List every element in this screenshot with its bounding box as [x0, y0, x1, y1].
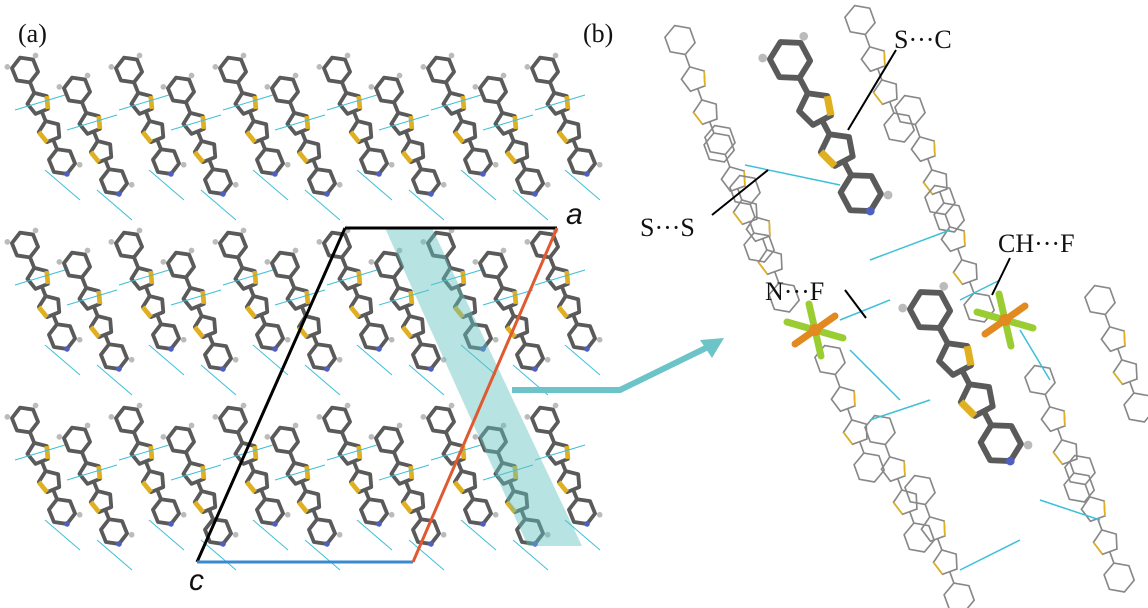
molecule: [315, 401, 397, 533]
molecule: [471, 71, 553, 203]
contact: [431, 95, 481, 110]
molecule: [902, 471, 976, 608]
contact: [431, 445, 481, 460]
molecule: [662, 21, 736, 166]
contact: [67, 290, 117, 305]
molecule: [159, 246, 241, 378]
contact: [745, 165, 840, 185]
contact: [67, 465, 117, 480]
contact: [171, 465, 221, 480]
contact: [119, 445, 169, 460]
contact: [171, 290, 221, 305]
molecule: [55, 71, 137, 203]
molecule: [263, 246, 345, 378]
contact: [275, 115, 325, 130]
panel-label: (b): [583, 19, 613, 48]
contact: [535, 445, 585, 460]
contact: [327, 270, 377, 285]
molecule: [367, 71, 449, 203]
molecule: [263, 71, 345, 203]
molecule: [315, 51, 397, 183]
molecule: [523, 226, 605, 358]
contact: [327, 95, 377, 110]
interaction-label: N···F: [765, 277, 824, 306]
molecule: [756, 29, 897, 228]
molecule: [263, 421, 345, 553]
molecule: [842, 1, 916, 146]
axis-label: a: [566, 198, 583, 231]
interaction-label: S···C: [894, 25, 952, 54]
molecule: [107, 401, 189, 533]
contact: [15, 270, 65, 285]
contact: [223, 270, 273, 285]
contact: [1040, 500, 1100, 520]
molecule: [3, 401, 85, 533]
molecule: [922, 181, 996, 326]
contact: [119, 95, 169, 110]
cell-edge: [197, 228, 345, 562]
molecule: [315, 226, 397, 358]
molecule: [419, 51, 501, 183]
molecule: [211, 226, 293, 358]
molecule: [367, 421, 449, 553]
interaction-view: [662, 1, 1148, 608]
contact: [960, 540, 1020, 570]
molecule: [211, 51, 293, 183]
contact: [223, 95, 273, 110]
molecule: [3, 226, 85, 358]
molecule: [892, 91, 966, 236]
contact: [15, 445, 65, 460]
leader-line: [992, 258, 1010, 295]
contact: [1020, 330, 1050, 380]
molecule: [523, 51, 605, 183]
contact: [327, 445, 377, 460]
contact: [870, 230, 950, 260]
molecule: [3, 51, 85, 183]
contact: [275, 465, 325, 480]
contact: [870, 400, 930, 420]
molecule: [812, 341, 886, 486]
axis-label: c: [189, 564, 204, 597]
interaction-label: S···S: [640, 213, 695, 242]
molecule: [159, 71, 241, 203]
contact: [535, 270, 585, 285]
figure: (a) (b) a c S···C S···S CH···F N···F: [0, 0, 1148, 608]
contact: [379, 115, 429, 130]
interaction-label: CH···F: [998, 229, 1075, 258]
contact: [483, 115, 533, 130]
contact: [15, 95, 65, 110]
anion: [787, 304, 843, 356]
contact: [171, 115, 221, 130]
contact: [67, 115, 117, 130]
molecule: [211, 401, 293, 533]
contact: [379, 465, 429, 480]
molecule: [107, 51, 189, 183]
molecule: [55, 421, 137, 553]
contact: [850, 350, 900, 400]
molecule: [55, 246, 137, 378]
molecule: [1082, 281, 1148, 426]
molecule: [107, 226, 189, 358]
panel-label: (a): [18, 19, 47, 48]
contact: [535, 95, 585, 110]
contact: [119, 270, 169, 285]
